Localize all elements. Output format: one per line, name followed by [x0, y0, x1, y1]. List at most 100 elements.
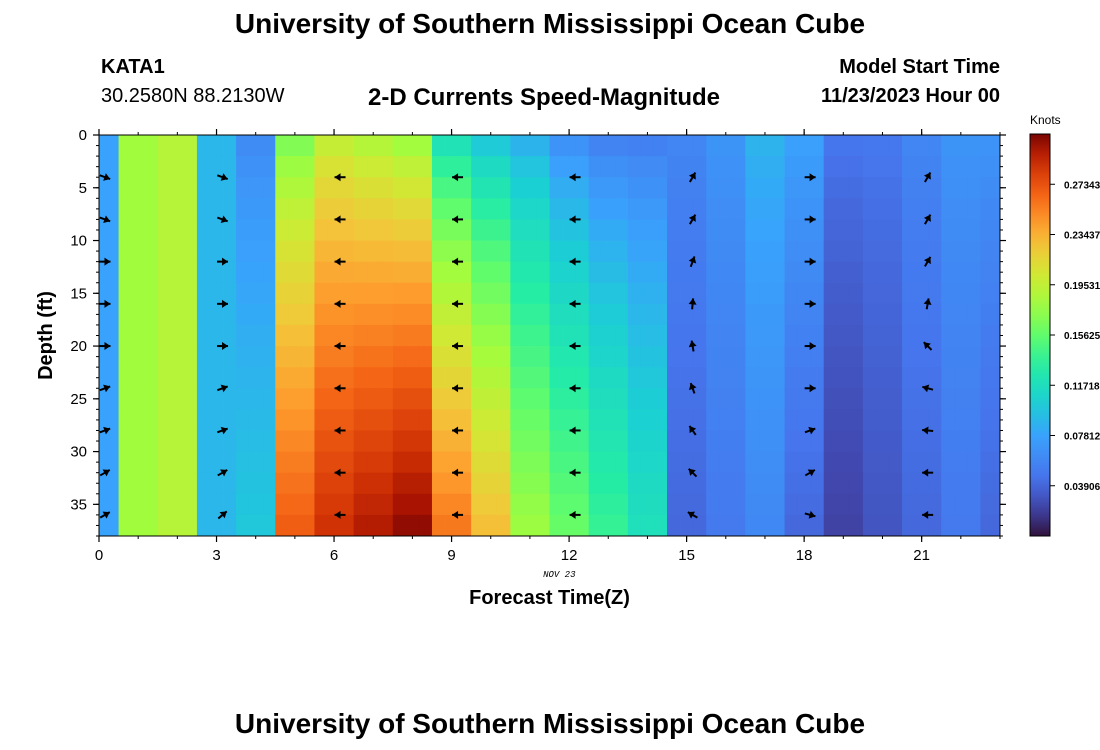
heatmap-cell — [875, 156, 890, 178]
heatmap-cell — [875, 388, 890, 410]
heatmap-cell — [954, 177, 968, 199]
current-vector — [99, 426, 111, 435]
heatmap-cell — [262, 240, 276, 263]
heatmap-cell — [353, 219, 368, 241]
heatmap-cell — [667, 177, 681, 199]
heatmap-cell — [980, 282, 994, 305]
heatmap-cell — [366, 324, 381, 347]
heatmap-cell — [732, 493, 746, 516]
heatmap-cell — [915, 282, 929, 305]
heatmap-cell — [836, 303, 851, 326]
heatmap-cell — [575, 303, 590, 326]
colorbar-unit: Knots — [1030, 113, 1061, 127]
heatmap-cell — [954, 324, 968, 347]
heatmap-cell — [745, 409, 759, 431]
heatmap-cell — [223, 282, 237, 305]
heatmap-cell — [99, 198, 106, 220]
heatmap-cell — [719, 282, 733, 305]
heatmap-cell — [640, 324, 655, 347]
heatmap-cell — [445, 388, 459, 410]
heatmap-cell — [183, 219, 198, 241]
current-vector — [922, 426, 934, 435]
heatmap-cell — [849, 388, 864, 410]
heatmap-cell — [889, 240, 903, 263]
heatmap-cell — [915, 303, 929, 326]
heatmap-cell — [484, 156, 498, 178]
heatmap-cell — [562, 324, 577, 347]
heatmap-cell — [536, 388, 550, 410]
heatmap-cell — [249, 472, 263, 495]
heatmap-cell — [327, 219, 341, 241]
heatmap-cell — [431, 409, 446, 431]
heatmap-cell — [418, 240, 433, 263]
heatmap-cell — [262, 472, 276, 495]
heatmap-cell — [405, 261, 420, 284]
heatmap-cell — [902, 514, 916, 537]
heatmap-cell — [680, 198, 694, 220]
heatmap-cell — [549, 324, 563, 347]
heatmap-cell — [601, 346, 616, 368]
heatmap-cell — [340, 514, 355, 537]
heatmap-cell — [980, 346, 994, 368]
heatmap-cell — [588, 261, 603, 284]
heatmap-cell — [183, 177, 198, 199]
heatmap-cell — [510, 472, 524, 495]
heatmap-cell — [497, 472, 511, 495]
heatmap-cell — [405, 472, 420, 495]
heatmap-cell — [105, 177, 119, 199]
heatmap-cell — [562, 409, 577, 431]
heatmap-cell — [301, 219, 315, 241]
heatmap-cell — [797, 430, 812, 452]
y-tick-label: 20 — [70, 338, 87, 355]
heatmap-cell — [118, 409, 133, 431]
heatmap-cell — [431, 282, 446, 305]
heatmap-cell — [497, 388, 511, 410]
heatmap-cell — [196, 177, 211, 199]
heatmap-cell — [784, 303, 798, 326]
heatmap-cell — [392, 388, 407, 410]
heatmap-cell — [340, 177, 355, 199]
heatmap-cell — [875, 367, 890, 389]
heatmap-cell — [262, 177, 276, 199]
heatmap-cell — [144, 177, 159, 199]
heatmap-cell — [301, 430, 315, 452]
heatmap-cell — [523, 493, 537, 516]
heatmap-cell — [445, 219, 459, 241]
heatmap-cell — [967, 472, 981, 495]
heatmap-cell — [928, 198, 942, 220]
heatmap-cell — [693, 324, 707, 347]
heatmap-cell — [771, 240, 785, 263]
heatmap-cell — [967, 346, 981, 368]
heatmap-cell — [980, 430, 994, 452]
heatmap-cell — [667, 240, 681, 263]
heatmap-cell — [627, 135, 642, 157]
heatmap-cell — [836, 472, 851, 495]
heatmap-cell — [601, 493, 616, 516]
heatmap-cell — [405, 240, 420, 263]
heatmap-cell — [732, 324, 746, 347]
x-tick-label: 12 — [561, 547, 578, 564]
current-vector — [923, 171, 932, 183]
heatmap-cell — [262, 514, 276, 537]
heatmap-cell — [680, 303, 694, 326]
current-vector — [569, 215, 581, 224]
heatmap-cell — [588, 219, 603, 241]
station-lat-lon: 30.2580N 88.2130W — [101, 85, 285, 107]
heatmap-cell — [536, 493, 550, 516]
heatmap-cell — [445, 240, 459, 263]
heatmap-cell — [157, 156, 172, 178]
heatmap-cell — [471, 367, 485, 389]
heatmap-cell — [157, 324, 172, 347]
heatmap-cell — [614, 198, 629, 220]
heatmap-cell — [784, 324, 798, 347]
heatmap-cell — [510, 156, 524, 178]
heatmap-cell — [144, 135, 159, 157]
heatmap-cell — [823, 430, 838, 452]
heatmap-cell — [562, 388, 577, 410]
heatmap-cell — [640, 451, 655, 474]
heatmap-cell — [236, 282, 250, 305]
current-vector — [804, 384, 816, 393]
heatmap-cell — [980, 303, 994, 326]
heatmap-cell — [732, 388, 746, 410]
heatmap-cell — [693, 388, 707, 410]
